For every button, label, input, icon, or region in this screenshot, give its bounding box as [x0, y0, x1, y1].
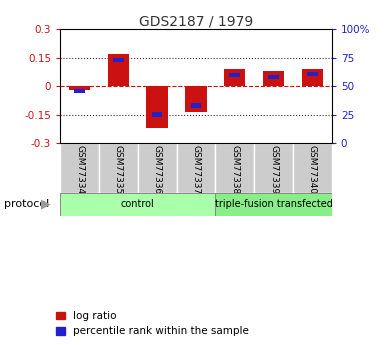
Bar: [215, 143, 254, 193]
Bar: [293, 143, 332, 193]
Text: GSM77337: GSM77337: [191, 146, 201, 195]
Bar: [229, 73, 240, 77]
Bar: [60, 193, 215, 216]
Text: GSM77340: GSM77340: [308, 146, 317, 195]
Text: control: control: [121, 199, 154, 209]
Text: GSM77336: GSM77336: [152, 146, 162, 195]
Text: protocol: protocol: [4, 199, 49, 209]
Bar: [177, 143, 215, 193]
Bar: [191, 104, 201, 108]
Bar: [60, 143, 99, 193]
Text: GSM77338: GSM77338: [230, 146, 239, 195]
Bar: [108, 54, 129, 86]
Bar: [147, 86, 168, 128]
Bar: [254, 143, 293, 193]
Bar: [69, 86, 90, 90]
Text: GSM77334: GSM77334: [75, 146, 84, 195]
Bar: [185, 86, 207, 112]
Bar: [307, 71, 318, 76]
Bar: [215, 193, 332, 216]
Bar: [113, 58, 124, 62]
Title: GDS2187 / 1979: GDS2187 / 1979: [139, 14, 253, 28]
Bar: [263, 71, 284, 86]
Bar: [152, 112, 163, 117]
Text: ▶: ▶: [41, 198, 50, 211]
Text: GSM77335: GSM77335: [114, 146, 123, 195]
Bar: [138, 143, 177, 193]
Legend: log ratio, percentile rank within the sample: log ratio, percentile rank within the sa…: [55, 311, 249, 336]
Bar: [302, 69, 323, 86]
Bar: [74, 89, 85, 93]
Text: GSM77339: GSM77339: [269, 146, 278, 195]
Bar: [224, 69, 246, 86]
Bar: [268, 75, 279, 79]
Text: triple-fusion transfected: triple-fusion transfected: [215, 199, 333, 209]
Bar: [99, 143, 138, 193]
